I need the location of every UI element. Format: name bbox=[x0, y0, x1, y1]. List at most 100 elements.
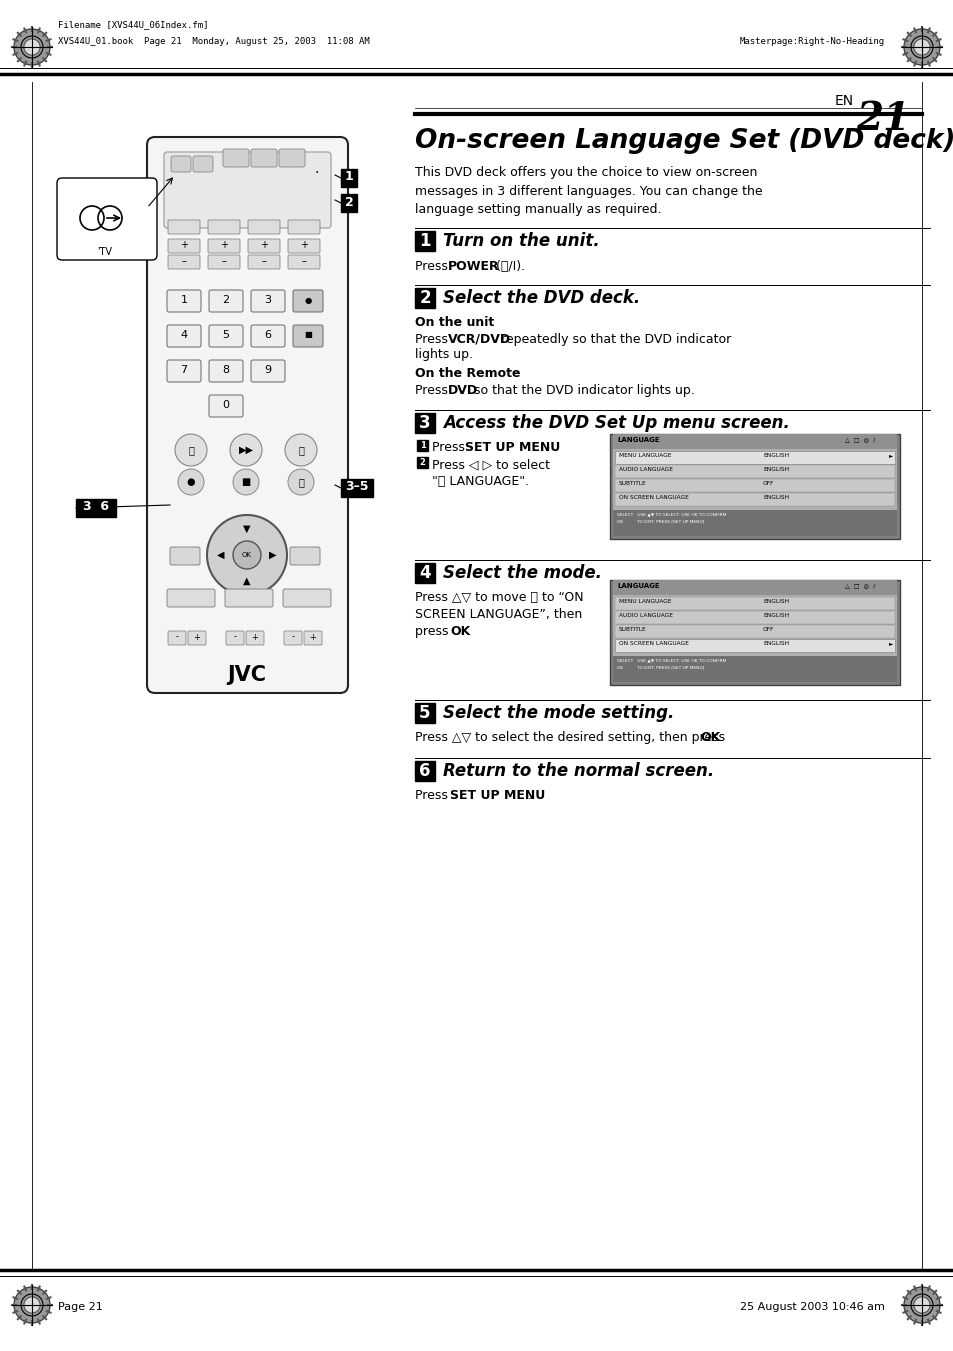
Text: Access the DVD Set Up menu screen.: Access the DVD Set Up menu screen. bbox=[442, 413, 789, 432]
FancyBboxPatch shape bbox=[251, 290, 285, 312]
Text: 3  6: 3 6 bbox=[83, 500, 109, 513]
Text: OK          TO EXIT. PRESS [SET UP MENU]: OK TO EXIT. PRESS [SET UP MENU] bbox=[617, 519, 703, 523]
FancyBboxPatch shape bbox=[293, 326, 323, 347]
Text: Press: Press bbox=[415, 384, 452, 397]
Bar bbox=[615, 493, 894, 507]
Text: ▲: ▲ bbox=[243, 576, 251, 586]
Text: –: – bbox=[221, 255, 226, 266]
Circle shape bbox=[233, 469, 258, 494]
FancyBboxPatch shape bbox=[209, 326, 243, 347]
Text: -: - bbox=[292, 632, 294, 642]
Text: 1: 1 bbox=[418, 232, 431, 250]
Text: 9: 9 bbox=[264, 365, 272, 376]
Text: ⏭: ⏭ bbox=[297, 444, 304, 455]
Text: △  □  ◎  /: △ □ ◎ / bbox=[844, 584, 874, 588]
Text: OFF: OFF bbox=[762, 481, 774, 486]
FancyBboxPatch shape bbox=[147, 136, 348, 693]
Bar bbox=[613, 584, 896, 682]
Text: 2: 2 bbox=[222, 295, 230, 305]
Text: Page 21: Page 21 bbox=[58, 1302, 103, 1312]
Text: ◀: ◀ bbox=[217, 550, 225, 561]
Circle shape bbox=[233, 540, 261, 569]
FancyBboxPatch shape bbox=[168, 631, 186, 644]
Text: .: . bbox=[527, 789, 532, 802]
Circle shape bbox=[285, 434, 316, 466]
Bar bbox=[416, 440, 428, 451]
Text: AUDIO LANGUAGE: AUDIO LANGUAGE bbox=[618, 613, 672, 617]
Text: ENGLISH: ENGLISH bbox=[762, 467, 788, 471]
Text: △  □  ◎  /: △ □ ◎ / bbox=[844, 436, 874, 442]
FancyBboxPatch shape bbox=[209, 359, 243, 382]
Circle shape bbox=[178, 469, 204, 494]
Bar bbox=[415, 413, 435, 434]
Text: 2: 2 bbox=[419, 458, 425, 467]
Text: POWER: POWER bbox=[448, 259, 499, 273]
Text: ►: ► bbox=[888, 453, 892, 458]
Text: SCREEN LANGUAGE”, then: SCREEN LANGUAGE”, then bbox=[415, 608, 581, 621]
Text: .: . bbox=[314, 162, 319, 176]
Text: lights up.: lights up. bbox=[415, 349, 473, 361]
Text: 2: 2 bbox=[418, 289, 431, 307]
Text: +: + bbox=[309, 632, 316, 642]
FancyBboxPatch shape bbox=[167, 589, 214, 607]
Text: Select the mode.: Select the mode. bbox=[442, 563, 601, 582]
Text: On the unit: On the unit bbox=[415, 316, 494, 330]
Text: SET UP MENU: SET UP MENU bbox=[464, 440, 559, 454]
Text: Press △▽ to select the desired setting, then press: Press △▽ to select the desired setting, … bbox=[415, 731, 728, 744]
Text: ▼: ▼ bbox=[243, 524, 251, 534]
Bar bbox=[613, 436, 896, 536]
Text: 5: 5 bbox=[418, 704, 431, 721]
Text: +: + bbox=[180, 240, 188, 250]
Bar bbox=[609, 580, 899, 685]
FancyBboxPatch shape bbox=[288, 255, 319, 269]
FancyBboxPatch shape bbox=[164, 153, 331, 228]
Text: LANGUAGE: LANGUAGE bbox=[617, 436, 659, 443]
Text: ⏸: ⏸ bbox=[297, 477, 304, 486]
Bar bbox=[415, 761, 435, 781]
Circle shape bbox=[913, 1297, 929, 1313]
Circle shape bbox=[288, 469, 314, 494]
Text: This DVD deck offers you the choice to view on-screen
messages in 3 different la: This DVD deck offers you the choice to v… bbox=[415, 166, 761, 216]
Text: OK: OK bbox=[700, 731, 720, 744]
Bar bbox=[416, 457, 428, 467]
Bar bbox=[615, 626, 894, 638]
FancyBboxPatch shape bbox=[288, 220, 319, 234]
FancyBboxPatch shape bbox=[168, 239, 200, 253]
Text: +: + bbox=[252, 632, 258, 642]
Circle shape bbox=[174, 434, 207, 466]
Text: Press: Press bbox=[432, 440, 468, 454]
FancyBboxPatch shape bbox=[170, 547, 200, 565]
Text: 3: 3 bbox=[264, 295, 272, 305]
Text: Filename [XVS44U_06Index.fm]: Filename [XVS44U_06Index.fm] bbox=[58, 20, 209, 28]
Bar bbox=[340, 480, 373, 497]
Text: ■: ■ bbox=[241, 477, 251, 486]
FancyBboxPatch shape bbox=[167, 359, 201, 382]
Text: .: . bbox=[544, 440, 548, 454]
Text: 'TV: 'TV bbox=[97, 247, 112, 257]
Text: ►: ► bbox=[888, 640, 892, 646]
Circle shape bbox=[913, 39, 929, 55]
Text: Press: Press bbox=[415, 332, 452, 346]
Bar bbox=[415, 231, 435, 251]
Text: SUBTITLE: SUBTITLE bbox=[618, 627, 646, 632]
Bar bbox=[415, 703, 435, 723]
FancyBboxPatch shape bbox=[223, 149, 249, 168]
Text: ENGLISH: ENGLISH bbox=[762, 453, 788, 458]
Text: +: + bbox=[220, 240, 228, 250]
Text: -: - bbox=[175, 632, 178, 642]
FancyBboxPatch shape bbox=[293, 290, 323, 312]
Bar bbox=[615, 451, 894, 463]
FancyBboxPatch shape bbox=[209, 394, 243, 417]
Text: ▶: ▶ bbox=[269, 550, 276, 561]
Text: 1: 1 bbox=[344, 170, 353, 184]
Text: 3–5: 3–5 bbox=[345, 481, 369, 493]
Text: Press: Press bbox=[415, 259, 452, 273]
Bar bbox=[415, 563, 435, 584]
Bar bbox=[613, 657, 896, 682]
Text: 21: 21 bbox=[855, 100, 909, 138]
Text: JVC: JVC bbox=[227, 665, 266, 685]
Bar bbox=[613, 509, 896, 536]
Text: ON SCREEN LANGUAGE: ON SCREEN LANGUAGE bbox=[618, 494, 688, 500]
FancyBboxPatch shape bbox=[251, 149, 276, 168]
FancyBboxPatch shape bbox=[248, 255, 280, 269]
